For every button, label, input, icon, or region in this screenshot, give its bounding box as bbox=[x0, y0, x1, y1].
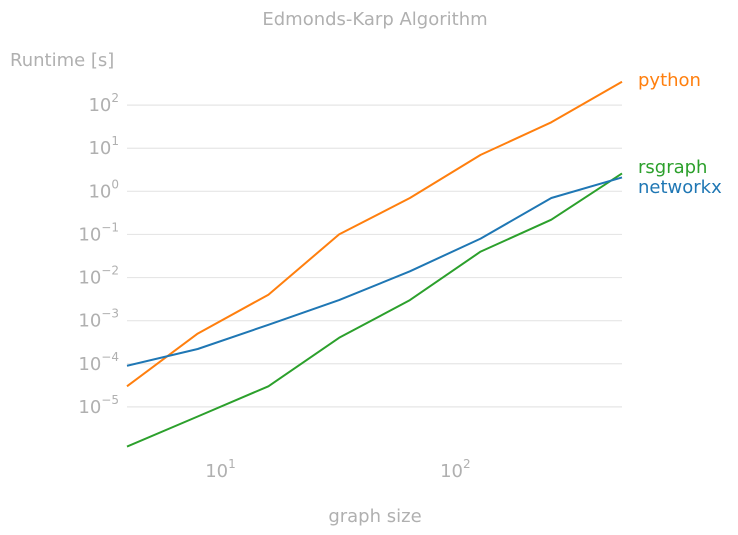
y-tick-label: 102 bbox=[88, 91, 119, 116]
series-layer bbox=[126, 80, 623, 448]
y-tick-label: 10−2 bbox=[78, 264, 119, 289]
grid-layer bbox=[127, 104, 622, 408]
y-tick-label: 10−4 bbox=[78, 350, 119, 375]
y-tick-label: 101 bbox=[88, 134, 119, 159]
series-line-networkx bbox=[126, 176, 623, 367]
y-tick-label: 10−3 bbox=[78, 307, 119, 332]
series-label-networkx: networkx bbox=[638, 177, 722, 198]
y-axis-label: Runtime [s] bbox=[10, 50, 114, 71]
x-tick-label: 101 bbox=[205, 457, 236, 482]
y-tick-label: 10−5 bbox=[78, 393, 119, 418]
y-tick-labels: 102 101 100 10−1 10−2 10−3 10−4 10−5 bbox=[78, 91, 119, 418]
x-tick-label: 102 bbox=[440, 457, 471, 482]
series-label-python: python bbox=[638, 70, 701, 91]
x-tick-labels: 101 102 bbox=[205, 457, 470, 482]
series-line-python bbox=[126, 80, 623, 388]
chart-title: Edmonds-Karp Algorithm bbox=[262, 9, 487, 30]
y-tick-label: 10−1 bbox=[78, 220, 119, 245]
y-tick-label: 100 bbox=[88, 177, 119, 202]
series-label-rsgraph: rsgraph bbox=[638, 157, 707, 178]
x-axis-label: graph size bbox=[328, 506, 421, 527]
series-line-rsgraph bbox=[126, 172, 623, 448]
